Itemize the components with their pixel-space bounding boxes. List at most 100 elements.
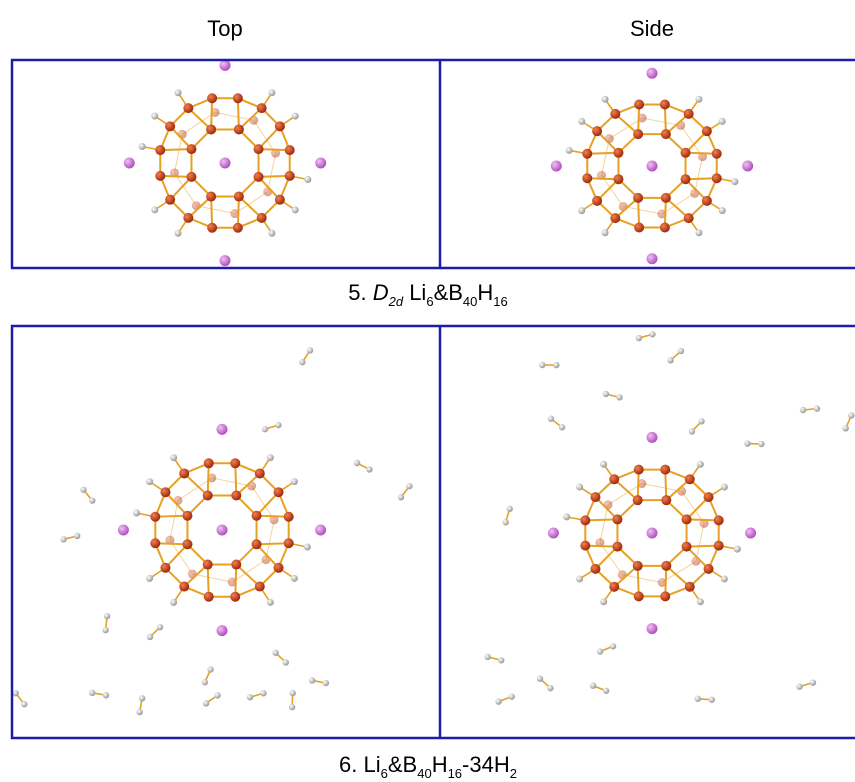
- B-atom: [160, 487, 170, 497]
- B-atom: [660, 222, 670, 232]
- H-atom: [559, 424, 565, 430]
- B-atom: [590, 564, 600, 574]
- B-atom: [204, 592, 214, 602]
- H-atom: [275, 422, 281, 428]
- B-atom: [712, 149, 722, 159]
- B-atom: [255, 468, 265, 478]
- B-atom: [633, 193, 643, 203]
- B-atom: [661, 495, 671, 505]
- H-atom: [695, 96, 702, 103]
- H-atom: [547, 685, 553, 691]
- B-atom: [203, 490, 213, 500]
- H-atom: [602, 229, 609, 236]
- H-atom: [848, 412, 854, 418]
- caption-part: 6: [426, 294, 433, 309]
- B-atom: [150, 512, 160, 522]
- H-atom: [102, 627, 108, 633]
- H-atom: [744, 440, 750, 446]
- B-atom: [660, 591, 670, 601]
- B-atom: [633, 129, 643, 139]
- H-atom: [89, 497, 95, 503]
- H-atom: [323, 680, 329, 686]
- caption-part: &B: [434, 280, 463, 305]
- caption-part: 40: [417, 766, 431, 781]
- B-atom: [257, 103, 267, 113]
- H-atom: [484, 654, 490, 660]
- B-atom: [206, 192, 216, 202]
- Li-atom: [220, 60, 231, 71]
- B-atom: [684, 213, 694, 223]
- caption-part: Li: [403, 280, 426, 305]
- H-atom: [170, 599, 177, 606]
- H-atom: [597, 648, 603, 654]
- bond: [266, 520, 274, 560]
- B-atom: [681, 174, 691, 184]
- B-atom: [254, 144, 264, 154]
- H-atom: [590, 682, 596, 688]
- B-atom: [275, 121, 285, 131]
- H-atom: [267, 599, 274, 606]
- B-atom: [207, 93, 217, 103]
- H-atom: [146, 478, 153, 485]
- H-atom: [719, 207, 726, 214]
- B-atom: [634, 100, 644, 110]
- bond: [215, 112, 254, 120]
- B-atom: [582, 173, 592, 183]
- H-atom: [508, 693, 514, 699]
- H-atom: [283, 659, 289, 665]
- H-atom: [299, 359, 305, 365]
- B-atom: [252, 511, 262, 521]
- H-atom: [147, 634, 153, 640]
- B-atom: [714, 515, 724, 525]
- B-atom: [207, 223, 217, 233]
- B-atom: [633, 495, 643, 505]
- H-atom: [260, 690, 266, 696]
- Li-atom: [647, 432, 658, 443]
- Li-atom: [742, 161, 753, 172]
- H-atom: [292, 206, 299, 213]
- B-atom: [681, 148, 691, 158]
- B-atom: [284, 538, 294, 548]
- H-atom: [307, 347, 313, 353]
- H-atom: [103, 692, 109, 698]
- panel: [13, 331, 855, 715]
- B-atom: [610, 213, 620, 223]
- bond: [212, 478, 252, 486]
- caption-part: 6. Li: [339, 752, 381, 777]
- B-atom: [179, 468, 189, 478]
- H-atom: [151, 206, 158, 213]
- caption: 5. D2d Li6&B40H16: [348, 280, 508, 309]
- H-atom: [175, 230, 182, 237]
- caption-part: 2: [510, 766, 517, 781]
- B-atom: [609, 474, 619, 484]
- Li-atom: [220, 255, 231, 266]
- B-atom: [582, 149, 592, 159]
- Li-atom: [118, 525, 129, 536]
- H-atom: [578, 118, 585, 125]
- H-atom: [304, 176, 311, 183]
- H-atom: [289, 704, 295, 710]
- bond: [696, 523, 704, 561]
- H-atom: [406, 483, 412, 489]
- H-atom: [603, 688, 609, 694]
- H-atom: [262, 426, 268, 432]
- H-atom: [553, 362, 559, 368]
- H-atom: [498, 657, 504, 663]
- Li-atom: [647, 528, 658, 539]
- H-atom: [139, 143, 146, 150]
- B-atom: [165, 195, 175, 205]
- H-atom: [104, 613, 110, 619]
- H-atom: [796, 683, 802, 689]
- Li-atom: [745, 528, 756, 539]
- caption-part: &B: [388, 752, 417, 777]
- Li-atom: [124, 158, 135, 169]
- bond: [623, 207, 662, 214]
- H-atom: [268, 89, 275, 96]
- H-atom: [398, 494, 404, 500]
- H-atom: [600, 598, 607, 605]
- Li-atom: [548, 528, 559, 539]
- H-atom: [60, 536, 66, 542]
- B-atom: [285, 145, 295, 155]
- B-atom: [619, 202, 628, 211]
- Li-atom: [551, 161, 562, 172]
